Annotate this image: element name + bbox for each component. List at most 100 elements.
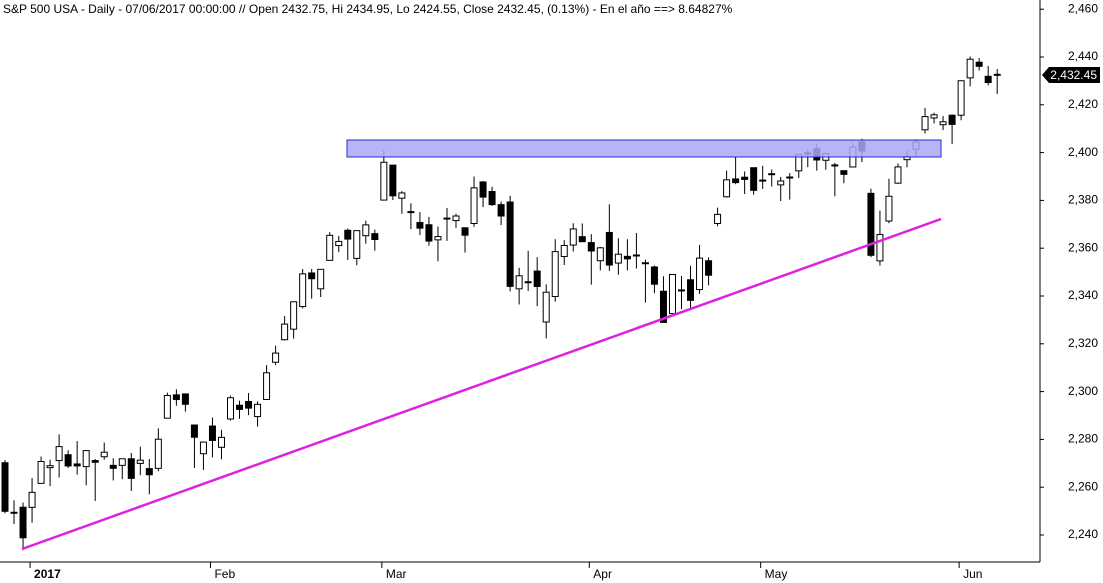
y-tick-label: 2,420 (1068, 97, 1098, 111)
candle-body (281, 323, 289, 341)
candle-body (885, 195, 893, 222)
candle-body (984, 75, 992, 84)
candle-body (732, 178, 740, 184)
candle-body (470, 187, 478, 224)
candle-body (696, 257, 704, 291)
candle-body (100, 451, 108, 458)
x-tick-label: Apr (593, 567, 612, 581)
candle-body (605, 231, 613, 266)
candle-body (109, 464, 117, 469)
candle-body (353, 230, 361, 259)
y-tick-label: 2,400 (1068, 145, 1098, 159)
y-tick-label: 2,260 (1068, 479, 1098, 493)
candle-body (145, 468, 153, 476)
y-tick-label: 2,240 (1068, 527, 1098, 541)
x-tick-label: Jun (963, 567, 982, 581)
candle-body (948, 114, 956, 125)
candle-body (290, 301, 298, 330)
candle-body (136, 459, 144, 464)
candle-body (714, 213, 722, 225)
candle-body (398, 192, 406, 199)
candle-body (876, 234, 884, 262)
candle-body (930, 114, 938, 119)
candle-body (587, 242, 595, 252)
candle-body (28, 491, 36, 508)
candle-body (957, 80, 965, 116)
candle-body (443, 217, 451, 220)
candle-body (668, 273, 676, 315)
candle-body (452, 215, 460, 222)
candle-body (632, 254, 640, 257)
x-tick-label: Mar (386, 567, 407, 581)
candle-body (208, 425, 216, 441)
candle-body (641, 262, 649, 265)
candle-body (263, 372, 271, 400)
candle-body (254, 403, 262, 418)
candle-body (407, 211, 415, 214)
candle-body (416, 222, 424, 229)
candle-body (741, 176, 749, 180)
candle-body (362, 224, 370, 237)
candle-body (154, 438, 162, 469)
candle-body (759, 179, 767, 182)
candle-body (434, 236, 442, 241)
candle-body (245, 400, 253, 409)
candle-body (488, 191, 496, 206)
candle-body (650, 266, 658, 285)
candle-body (91, 460, 99, 463)
candle-body (236, 404, 244, 410)
candle-body (172, 394, 180, 401)
candle-body (82, 450, 90, 468)
candle-body (723, 179, 731, 198)
y-tick-label: 2,300 (1068, 384, 1098, 398)
candle-body (10, 511, 18, 514)
candle-body (623, 255, 631, 260)
candle-body (371, 233, 379, 240)
candle-body (614, 253, 622, 264)
candle-body (768, 173, 776, 176)
candle-body (551, 251, 559, 297)
candle-body (596, 247, 604, 262)
candle-body (1, 462, 9, 512)
last-price-label: 2,432.45 (1050, 68, 1097, 82)
candle-body (190, 424, 198, 438)
candle-body (163, 394, 171, 419)
candle-body (380, 161, 388, 201)
candle-body (578, 236, 586, 243)
candle-body (777, 180, 785, 186)
candle-body (840, 170, 848, 175)
candle-body (73, 463, 81, 467)
last-price-marker (1042, 67, 1100, 84)
y-tick-label: 2,460 (1068, 1, 1098, 15)
candle-body (127, 458, 135, 479)
y-tick-label: 2,380 (1068, 193, 1098, 207)
candle-body (524, 281, 532, 284)
candle-body (19, 506, 27, 539)
candle-body (46, 465, 54, 469)
x-tick-label: May (765, 567, 788, 581)
candle-body (542, 291, 550, 323)
candle-body (479, 181, 487, 198)
y-tick-label: 2,360 (1068, 240, 1098, 254)
x-tick-label: 2017 (34, 567, 61, 581)
candle-body (217, 436, 225, 448)
candle-body (705, 260, 713, 276)
candle-body (966, 58, 974, 79)
candle-body (939, 121, 947, 126)
x-tick-label: Feb (214, 567, 235, 581)
candle-body (687, 279, 695, 301)
trend-line (21, 217, 942, 551)
candle-body (560, 244, 568, 257)
candle-body (921, 116, 929, 131)
candle-body (64, 454, 72, 467)
candle-body (227, 397, 234, 420)
candle-body (308, 272, 316, 280)
candle-body (335, 240, 343, 247)
candle-body (975, 61, 983, 67)
resistance-zone (346, 139, 942, 158)
y-tick-label: 2,440 (1068, 49, 1098, 63)
candle-body (894, 166, 902, 184)
candle-body (425, 224, 433, 242)
candle-body (515, 275, 523, 290)
